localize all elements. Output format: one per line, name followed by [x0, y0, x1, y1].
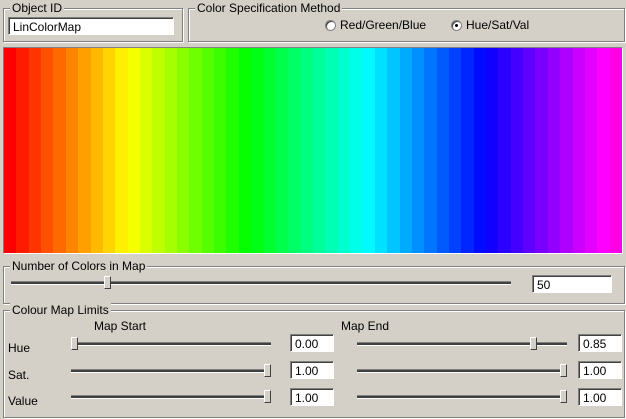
hue-end-slider-track[interactable] — [357, 342, 567, 346]
map-start-header: Map Start — [94, 319, 147, 333]
limits-legend: Colour Map Limits — [10, 303, 111, 317]
color-swatch — [90, 48, 103, 253]
color-swatch — [238, 48, 252, 253]
color-swatch — [251, 48, 264, 253]
color-swatch — [609, 48, 622, 253]
color-swatch — [139, 48, 153, 253]
color-swatch — [78, 48, 91, 253]
color-swatch — [387, 48, 400, 253]
color-swatch — [214, 48, 227, 253]
color-swatch — [275, 48, 289, 253]
color-swatch — [510, 48, 524, 253]
value-end-slider-track[interactable] — [357, 395, 567, 399]
color-swatch — [16, 48, 29, 253]
color-swatch — [498, 48, 511, 253]
value-start-slider-track[interactable] — [71, 395, 271, 399]
color-swatch — [300, 48, 313, 253]
color-swatch — [411, 48, 425, 253]
color-spec-group: Color Specification Method Red/Green/Blu… — [188, 1, 625, 42]
color-swatch — [350, 48, 363, 253]
color-swatch — [560, 48, 573, 253]
color-swatch — [523, 48, 536, 253]
color-swatch — [102, 48, 116, 253]
color-swatch — [436, 48, 449, 253]
color-swatch — [177, 48, 190, 253]
rgb-radio[interactable]: Red/Green/Blue — [325, 18, 426, 32]
hsv-radio-dot[interactable] — [451, 19, 462, 31]
map-end-header: Map End — [341, 319, 390, 333]
color-swatch — [41, 48, 54, 253]
color-swatch — [535, 48, 548, 253]
color-swatch — [572, 48, 585, 253]
color-swatch — [448, 48, 462, 253]
hue-start-slider-track[interactable] — [71, 342, 271, 346]
color-swatch — [486, 48, 499, 253]
color-swatch — [312, 48, 326, 253]
color-swatch — [288, 48, 301, 253]
value-start-slider-thumb[interactable] — [264, 390, 271, 403]
rgb-radio-label: Red/Green/Blue — [340, 18, 427, 32]
color-swatch — [127, 48, 140, 253]
object-id-input[interactable]: LinColorMap — [8, 17, 174, 35]
color-swatch — [362, 48, 375, 253]
color-swatch — [164, 48, 178, 253]
color-swatch — [584, 48, 598, 253]
color-swatch — [263, 48, 276, 253]
color-swatch — [189, 48, 202, 253]
num-colors-input[interactable]: 50 — [532, 275, 612, 293]
color-swatch — [424, 48, 437, 253]
color-swatch — [473, 48, 487, 253]
sat-label: Sat. — [8, 368, 30, 382]
color-swatch — [399, 48, 412, 253]
sat-start-slider-track[interactable] — [71, 369, 271, 373]
value-label: Value — [8, 394, 38, 408]
num-colors-slider-track[interactable] — [11, 281, 511, 285]
color-swatch — [374, 48, 388, 253]
value-end-input[interactable]: 1.00 — [578, 388, 622, 406]
num-colors-group: Number of Colors in Map 50 — [3, 259, 625, 304]
hue-start-input[interactable]: 0.00 — [290, 334, 334, 352]
rgb-radio-dot[interactable] — [325, 19, 336, 31]
value-start-input[interactable]: 1.00 — [290, 388, 334, 406]
object-id-group: Object ID LinColorMap — [3, 1, 183, 42]
color-swatch — [597, 48, 610, 253]
color-swatch — [325, 48, 338, 253]
sat-end-input[interactable]: 1.00 — [578, 361, 622, 379]
color-map-preview — [3, 47, 623, 254]
sat-start-slider-thumb[interactable] — [264, 364, 271, 377]
color-swatch — [201, 48, 215, 253]
limits-group: Colour Map Limits Map Start Map End Hue … — [3, 303, 625, 418]
hsv-radio-label: Hue/Sat/Val — [466, 18, 530, 32]
hsv-radio[interactable]: Hue/Sat/Val — [451, 18, 529, 32]
color-spec-legend: Color Specification Method — [195, 1, 343, 15]
color-swatch — [65, 48, 79, 253]
num-colors-legend: Number of Colors in Map — [10, 259, 148, 273]
hue-end-slider-thumb[interactable] — [529, 337, 537, 350]
hue-end-input[interactable]: 0.85 — [578, 334, 622, 352]
color-swatch — [152, 48, 165, 253]
hue-start-slider-thumb[interactable] — [71, 337, 78, 350]
sat-end-slider-track[interactable] — [357, 369, 567, 373]
color-swatch — [461, 48, 474, 253]
color-swatch — [4, 48, 17, 253]
num-colors-slider-thumb[interactable] — [104, 276, 112, 289]
color-swatch — [115, 48, 128, 253]
object-id-legend: Object ID — [10, 1, 65, 15]
color-swatch — [28, 48, 42, 253]
color-swatch — [337, 48, 351, 253]
color-swatch — [53, 48, 66, 253]
color-swatch — [226, 48, 239, 253]
sat-end-slider-thumb[interactable] — [560, 364, 567, 377]
color-swatch — [547, 48, 561, 253]
value-end-slider-thumb[interactable] — [560, 390, 567, 403]
sat-start-input[interactable]: 1.00 — [290, 361, 334, 379]
hue-label: Hue — [8, 341, 31, 355]
